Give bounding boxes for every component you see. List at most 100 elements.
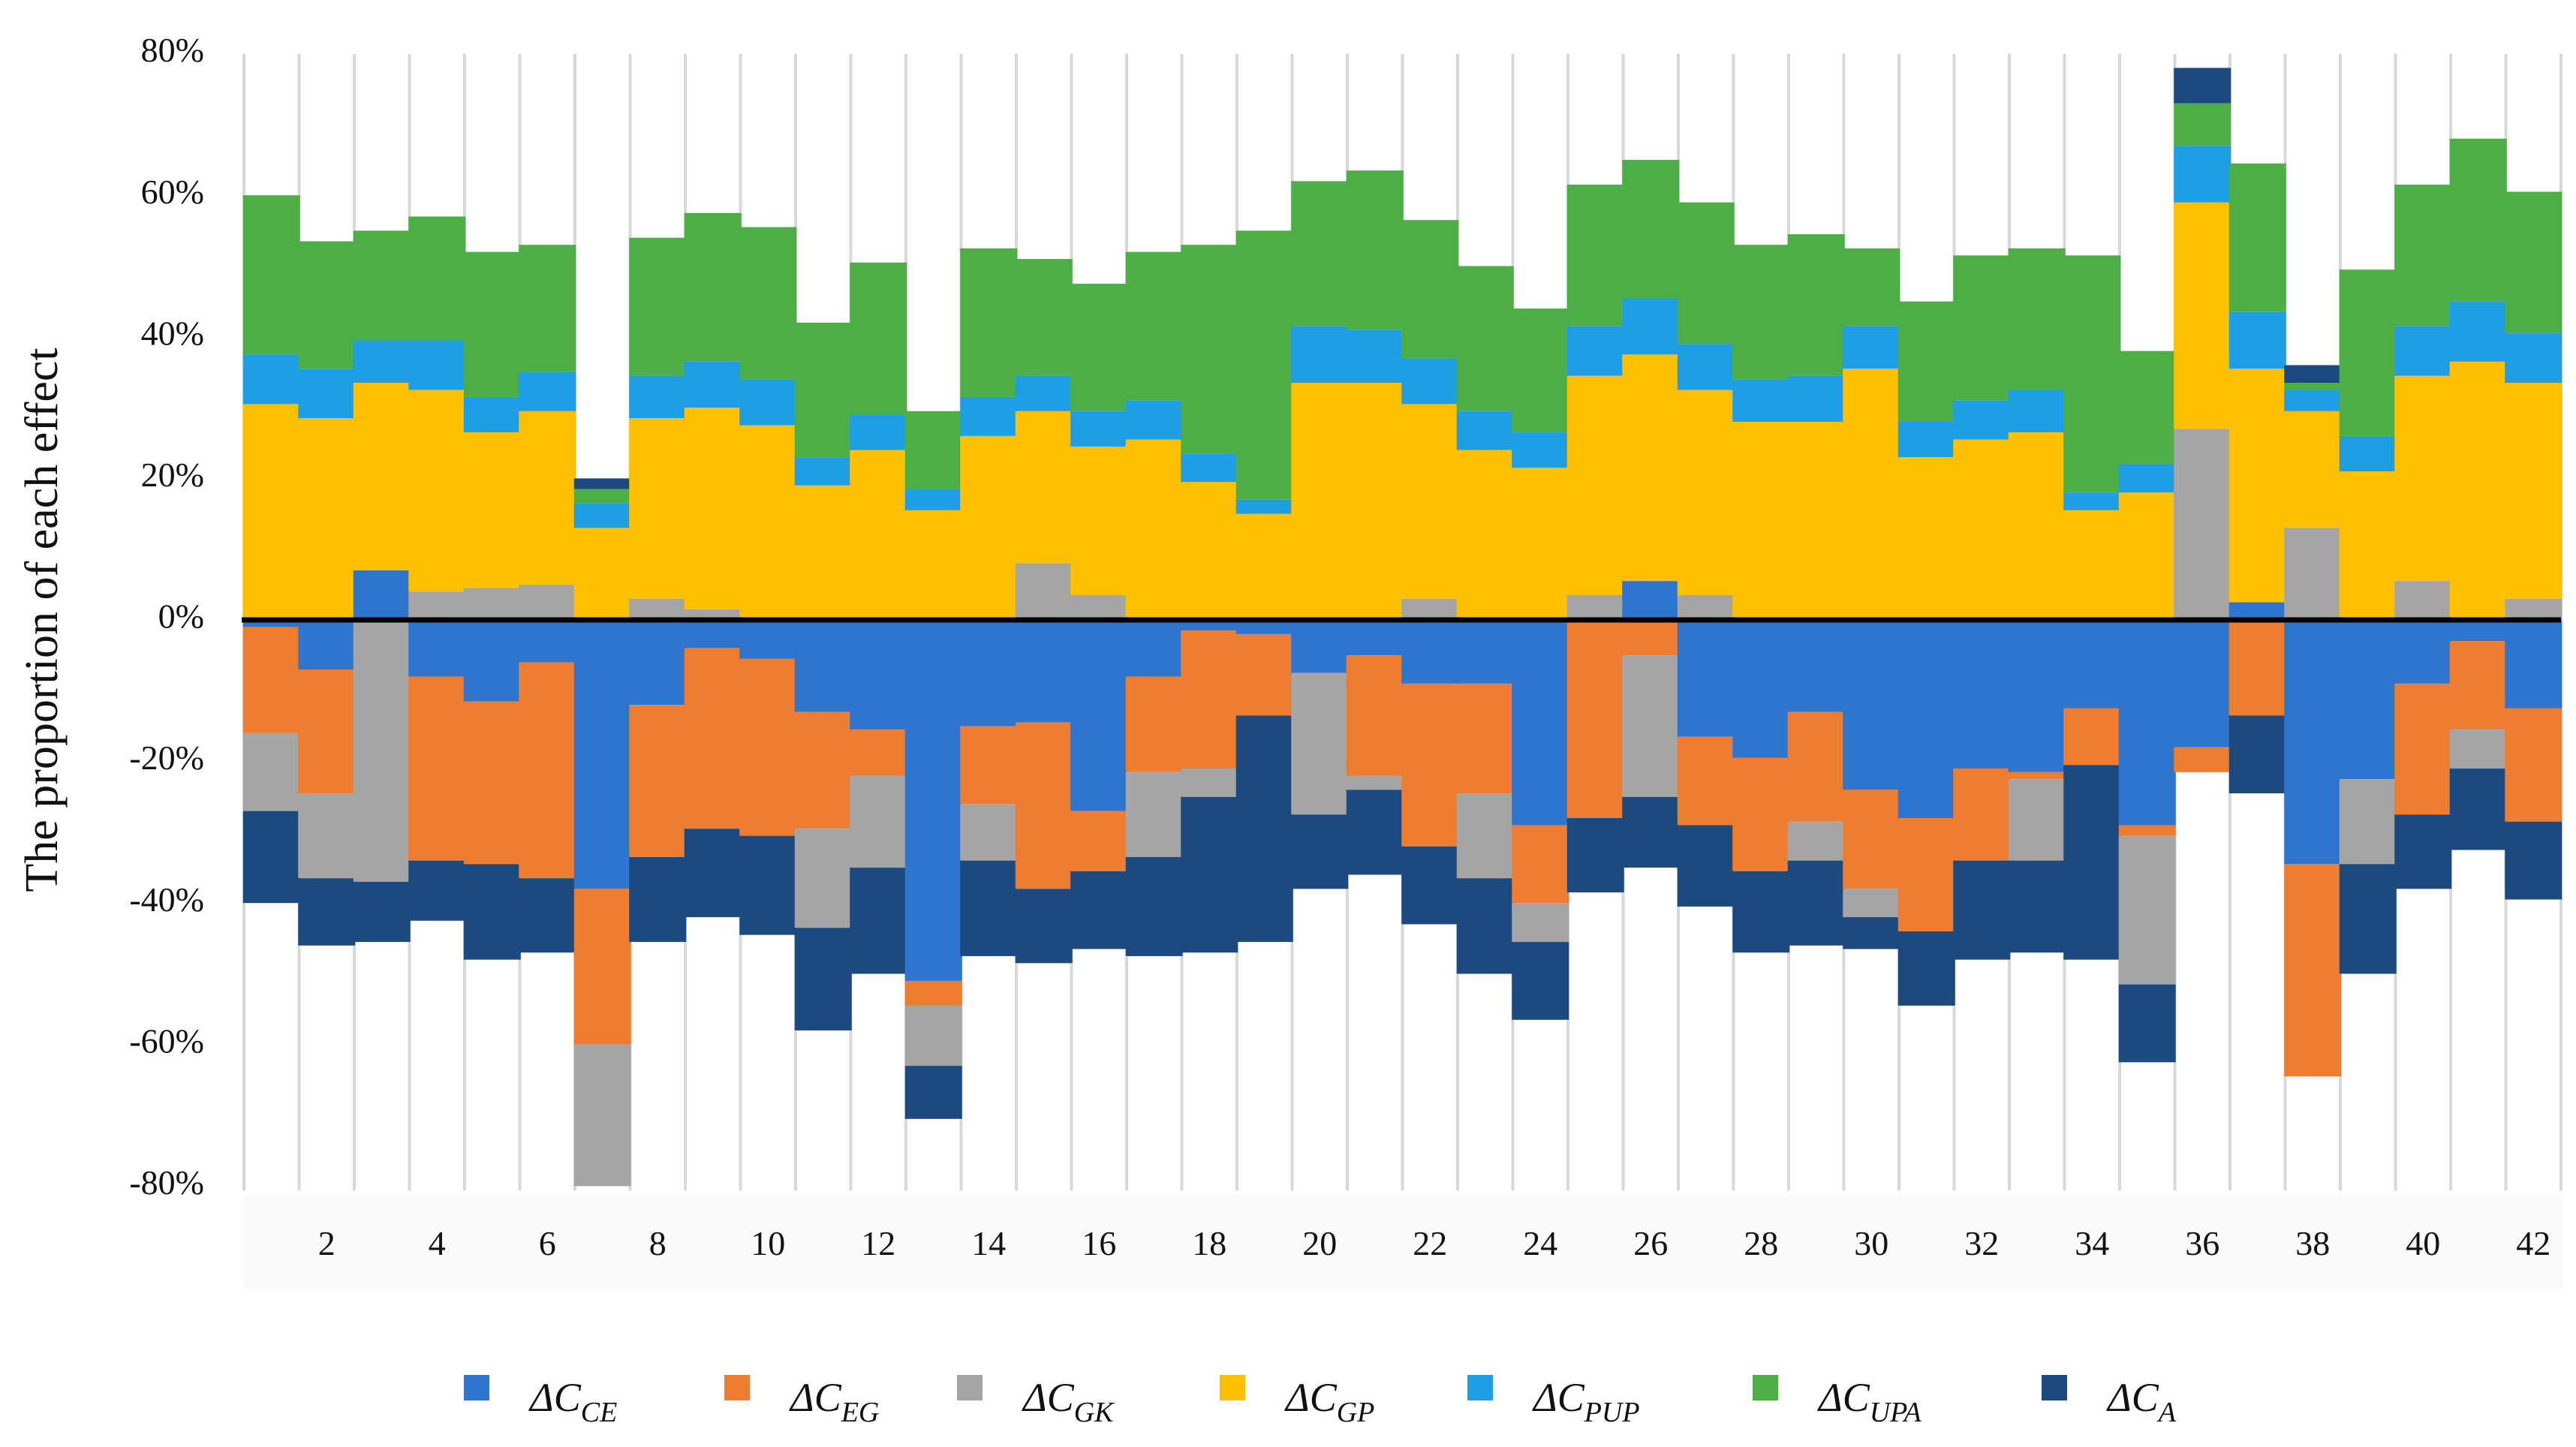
bar-segment-eg — [2118, 825, 2176, 836]
bar-segment-gp — [1235, 513, 1293, 620]
y-tick-label: -80% — [129, 1163, 204, 1202]
bar-segment-ce — [629, 620, 687, 705]
bar-segment-pup — [298, 369, 356, 419]
bar-segment-gk — [2339, 779, 2397, 865]
legend: ΔCCE ΔCEG ΔCGK ΔCGP ΔCPUP ΔCUPA ΔCA — [464, 1375, 2177, 1428]
bar-segment-gk — [960, 804, 1018, 861]
bar-segment-a — [1235, 715, 1293, 943]
bar-segment-upa — [2008, 248, 2066, 390]
x-tick-label: 32 — [1964, 1224, 1999, 1262]
bar-segment-gk — [1456, 793, 1514, 879]
bar-segment-ce — [1125, 620, 1183, 677]
bar-segment-pup — [1125, 400, 1183, 440]
bar-segment-pup — [2118, 464, 2176, 493]
bar-segment-gk — [519, 584, 576, 620]
bar-segment-ce — [1787, 620, 1845, 712]
legend-label: ΔCPUP — [1532, 1375, 1640, 1428]
y-tick-label: 0% — [158, 597, 204, 636]
bar-segment-eg — [573, 889, 631, 1045]
bar-segment-eg — [2449, 641, 2507, 730]
bar-segment-ce — [794, 620, 852, 712]
bar-segment-upa — [2284, 383, 2342, 390]
bar-segment-pup — [463, 396, 521, 433]
bar-segment-ce — [684, 620, 742, 648]
bar-segment-eg — [2394, 683, 2452, 815]
bar-segment-gk — [2008, 779, 2066, 861]
bar-segment-ce — [1401, 620, 1459, 684]
y-axis-label: The proportion of each effect — [17, 347, 68, 892]
bar-segment-eg — [1787, 711, 1845, 822]
bar-segment-a — [1125, 856, 1183, 956]
bar-segment-pup — [2063, 492, 2121, 510]
legend-swatch — [724, 1375, 750, 1400]
bar-segment-pup — [1015, 375, 1073, 411]
legend-swatch — [1753, 1375, 1778, 1400]
bar-segment-eg — [1566, 620, 1624, 819]
bar-segment-pup — [960, 396, 1018, 436]
bar-segment-upa — [1622, 160, 1680, 298]
bar-segment-gp — [1181, 482, 1238, 620]
bar-segment-eg — [794, 711, 852, 829]
y-tick-label: 20% — [141, 456, 204, 494]
bar-segment-eg — [2008, 772, 2066, 780]
bar-segment-eg — [408, 676, 466, 861]
legend-swatch — [2042, 1375, 2067, 1400]
bar-segment-gp — [960, 435, 1018, 620]
bar-segment-ce — [242, 620, 300, 627]
bar-segment-a — [2063, 765, 2121, 960]
bar-segment-upa — [1070, 284, 1128, 411]
bar-segment-upa — [573, 489, 631, 504]
legend-label: ΔCUPA — [1817, 1375, 1921, 1428]
bars — [242, 68, 2562, 1187]
bar-segment-eg — [519, 662, 576, 879]
x-tick-label: 26 — [1633, 1224, 1668, 1262]
bar-segment-gk — [1401, 598, 1459, 620]
bar-segment-ce — [1346, 620, 1404, 656]
bar-segment-ce — [739, 620, 797, 659]
bar-segment-eg — [1732, 757, 1790, 871]
bar-segment-upa — [1235, 230, 1293, 500]
bar-segment-ce — [2063, 620, 2121, 708]
bar-segment-gk — [1512, 903, 1569, 943]
bar-segment-gk — [242, 733, 300, 811]
bar-segment-upa — [1125, 251, 1183, 401]
bar-segment-gk — [408, 591, 466, 620]
bar-segment-a — [1346, 790, 1404, 875]
bar-segment-gp — [850, 450, 907, 620]
bar-segment-a — [1953, 860, 2011, 960]
bar-segment-gp — [2228, 369, 2286, 603]
bar-segment-gk — [850, 775, 907, 868]
bar-segment-pup — [1897, 421, 1955, 458]
bar-segment-ce — [1456, 620, 1514, 684]
bar-segment-gk — [573, 1044, 631, 1187]
x-tick-label: 22 — [1413, 1224, 1447, 1262]
x-tick-label: 34 — [2075, 1224, 2109, 1262]
bar-segment-gp — [1015, 411, 1073, 564]
bar-segment-pup — [1512, 432, 1569, 468]
bar-segment-ce — [1015, 620, 1073, 723]
bar-segment-upa — [960, 248, 1018, 397]
legend-label: ΔCCE — [528, 1375, 617, 1428]
bar-segment-eg — [1181, 630, 1238, 769]
bar-segment-ce — [1677, 620, 1735, 737]
bar-segment-gk — [684, 609, 742, 620]
bar-segment-pup — [2284, 390, 2342, 411]
bar-segment-a — [573, 478, 631, 489]
bar-segment-a — [850, 868, 907, 974]
bar-segment-eg — [2174, 747, 2231, 772]
bar-segment-gk — [2118, 835, 2176, 985]
bar-segment-gk — [1346, 775, 1404, 790]
bar-segment-gp — [1677, 390, 1735, 595]
bar-segment-gp — [519, 411, 576, 585]
bar-segment-a — [2118, 984, 2176, 1063]
bar-segment-gp — [629, 418, 687, 599]
bar-segment-a — [2339, 864, 2397, 974]
bar-segment-pup — [1787, 375, 1845, 422]
bar-segment-ce — [1843, 620, 1900, 790]
bar-segment-pup — [1070, 411, 1128, 447]
bar-segment-gp — [2394, 375, 2452, 582]
bar-segment-upa — [1787, 234, 1845, 376]
bar-segment-upa — [1566, 185, 1624, 326]
x-tick-label: 42 — [2516, 1224, 2550, 1262]
